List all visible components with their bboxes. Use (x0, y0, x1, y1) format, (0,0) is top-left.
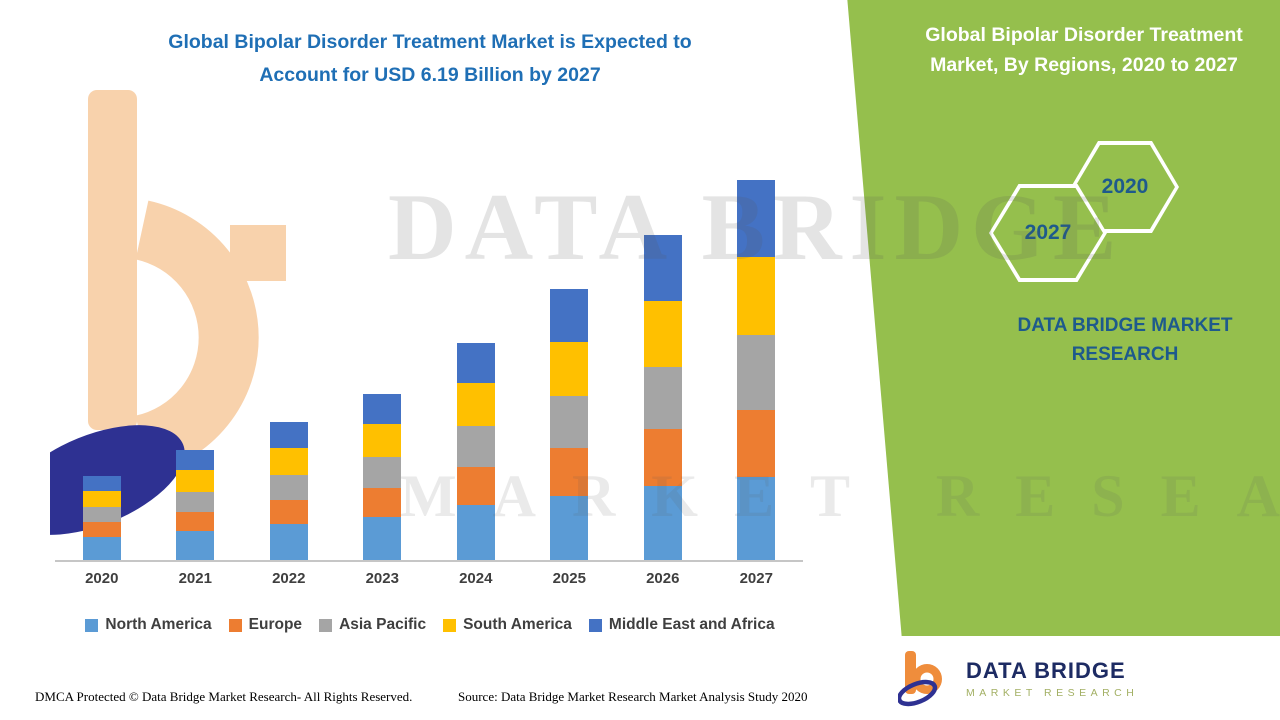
bar-segment-south-america (643, 300, 682, 367)
company-logo-icon (898, 651, 942, 707)
bar-segment-middle-east-and-africa (363, 394, 402, 425)
bar-column (616, 178, 710, 560)
dmca-notice: DMCA Protected © Data Bridge Market Rese… (35, 689, 413, 704)
bar-stack (456, 342, 495, 560)
stacked-bar-chart (55, 178, 803, 562)
bar-stack (643, 235, 682, 560)
legend-label: North America (105, 616, 212, 633)
bar-segment-europe (176, 511, 215, 532)
bar-column (242, 178, 336, 560)
legend-label: Middle East and Africa (608, 616, 775, 633)
bar-column (336, 178, 430, 560)
bar-segment-north-america (82, 537, 121, 560)
brand-name-line2: RESEARCH (1071, 343, 1179, 365)
bar-column (429, 178, 523, 560)
bar-segment-north-america (550, 495, 589, 560)
bar-segment-north-america (456, 504, 495, 560)
bar-segment-europe (363, 487, 402, 518)
bar-segment-south-america (456, 383, 495, 427)
page-title-line2: Account for USD 6.19 Billion by 2027 (259, 64, 601, 87)
legend-item: Europe (228, 616, 303, 634)
bar-segment-north-america (363, 517, 402, 560)
bar-segment-middle-east-and-africa (269, 421, 308, 448)
bar-segment-south-america (269, 447, 308, 475)
bar-segment-middle-east-and-africa (643, 235, 682, 301)
bar-segment-europe (269, 499, 308, 525)
hexagon-year-2027-label: 2027 (993, 188, 1103, 278)
legend-label: Europe (248, 616, 303, 633)
bar-segment-asia-pacific (269, 474, 308, 500)
legend-swatch (588, 618, 602, 632)
bar-stack (176, 450, 215, 560)
bar-stack (363, 394, 402, 560)
legend-item: South America (443, 616, 572, 634)
bar-segment-europe (550, 447, 589, 496)
bar-segment-middle-east-and-africa (176, 450, 215, 471)
x-axis-label: 2024 (459, 570, 493, 587)
bar-segment-asia-pacific (82, 507, 121, 522)
bar-segment-middle-east-and-africa (737, 179, 776, 258)
x-axis-label: 2027 (739, 570, 773, 587)
page-title: Global Bipolar Disorder Treatment Market… (105, 26, 755, 92)
bar-segment-south-america (737, 257, 776, 335)
bar-segment-europe (643, 429, 682, 487)
page-title-line1: Global Bipolar Disorder Treatment Market… (168, 31, 692, 53)
legend-swatch (319, 618, 333, 632)
side-panel-title: Global Bipolar Disorder Treatment Market… (925, 24, 1243, 77)
legend-swatch (228, 618, 242, 632)
bar-segment-europe (456, 466, 495, 505)
x-axis-labels: 2020 2021 2022 2023 2024 2025 2026 2027 (55, 570, 803, 587)
bar-segment-asia-pacific (550, 396, 589, 448)
x-axis-label: 2020 (85, 570, 119, 587)
company-logo-box: DATA BRIDGE MARKET RESEARCH (870, 636, 1280, 720)
x-axis-label: 2025 (552, 570, 586, 587)
bar-stack (737, 179, 776, 560)
legend-item: Asia Pacific (319, 616, 426, 634)
bar-stack (269, 421, 308, 560)
company-logo-text: DATA BRIDGE MARKET RESEARCH (966, 658, 1138, 699)
bar-segment-north-america (737, 477, 776, 560)
bar-segment-asia-pacific (643, 366, 682, 430)
bar-segment-europe (737, 409, 776, 478)
bar-column (523, 178, 617, 560)
bar-segment-asia-pacific (737, 334, 776, 410)
bar-column (149, 178, 243, 560)
bar-segment-asia-pacific (176, 491, 215, 512)
legend-item: North America (85, 616, 212, 634)
brand-name-line1: DATA BRIDGE MARKET (1017, 315, 1233, 336)
bar-column (55, 178, 149, 560)
bar-segment-south-america (176, 470, 215, 492)
x-axis-label: 2026 (646, 570, 680, 587)
legend-swatch (85, 618, 99, 632)
legend-label: Asia Pacific (339, 616, 427, 633)
legend-swatch (443, 618, 457, 632)
bar-stack (82, 475, 121, 560)
bar-segment-asia-pacific (363, 456, 402, 488)
bar-segment-south-america (550, 342, 589, 397)
bar-segment-north-america (643, 486, 682, 560)
bar-segment-middle-east-and-africa (82, 475, 121, 491)
bar-segment-asia-pacific (456, 426, 495, 467)
legend-label: South America (463, 616, 572, 633)
legend-item: Middle East and Africa (588, 616, 775, 634)
source-note: Source: Data Bridge Market Research Mark… (458, 689, 808, 704)
bar-stack (550, 289, 589, 560)
company-logo-subtitle: MARKET RESEARCH (966, 686, 1139, 699)
chart-legend: North America Europe Asia Pacific South Ame… (30, 616, 830, 634)
company-logo-title: DATA BRIDGE (966, 657, 1126, 683)
x-axis-label: 2023 (365, 570, 399, 587)
x-axis-label: 2021 (178, 570, 212, 587)
bar-segment-europe (82, 521, 121, 538)
bar-segment-south-america (363, 424, 402, 457)
bar-segment-north-america (176, 531, 215, 560)
bar-column (710, 178, 804, 560)
bar-segment-north-america (269, 524, 308, 560)
bar-segment-middle-east-and-africa (456, 342, 495, 384)
brand-name-text: DATA BRIDGE MARKET RESEARCH (955, 312, 1280, 369)
bar-segment-middle-east-and-africa (550, 289, 589, 343)
x-axis-label: 2022 (272, 570, 306, 587)
bar-segment-south-america (82, 490, 121, 508)
